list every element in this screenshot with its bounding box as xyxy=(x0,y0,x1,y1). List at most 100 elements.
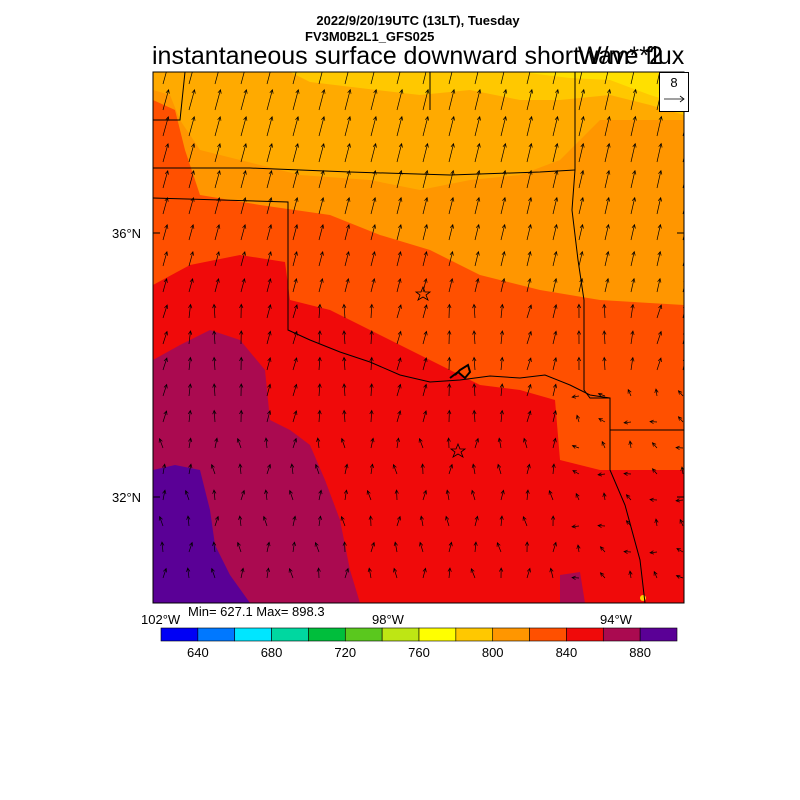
wind-arrow xyxy=(604,169,611,189)
wind-arrow xyxy=(184,489,190,501)
wind-arrow xyxy=(552,356,558,371)
wind-arrow xyxy=(240,169,247,189)
wind-arrow xyxy=(188,143,196,163)
wind-arrow xyxy=(367,567,372,579)
colorbar-label: 880 xyxy=(629,645,651,660)
wind-arrow xyxy=(369,383,374,397)
wind-arrow xyxy=(576,303,582,319)
wind-arrow xyxy=(499,330,505,345)
lat-ticks xyxy=(153,232,684,498)
wind-arrow xyxy=(392,463,398,475)
wind-arrow xyxy=(162,489,167,501)
wind-arrow xyxy=(422,357,428,371)
wind-arrow xyxy=(292,383,298,397)
wind-arrow xyxy=(578,169,585,189)
wind-arrow xyxy=(318,196,325,215)
wind-arrow xyxy=(552,277,558,293)
wind-arrow xyxy=(448,463,453,475)
wind-arrow xyxy=(292,437,298,449)
wind-arrow xyxy=(472,330,477,345)
colorbar-swatch xyxy=(234,627,272,642)
wind-arrow xyxy=(496,541,502,553)
wind-arrow xyxy=(291,541,297,553)
wind-arrow xyxy=(680,466,684,475)
wind-arrow xyxy=(396,196,403,215)
wind-arrow xyxy=(552,88,560,111)
wind-arrow xyxy=(471,489,476,501)
wind-arrow xyxy=(292,196,299,215)
colorbar-swatch xyxy=(308,627,346,642)
wind-arrow xyxy=(214,437,219,449)
wind-arrow xyxy=(552,115,559,137)
colorbar-swatch xyxy=(160,627,199,642)
wind-arrow xyxy=(447,383,452,397)
wind-arrow xyxy=(552,409,557,423)
wind-arrow xyxy=(292,250,298,267)
wind-arrow xyxy=(578,72,583,85)
wind-arrow xyxy=(188,72,193,85)
colorbar-label: 800 xyxy=(481,645,504,660)
colorbar-swatch xyxy=(639,627,678,642)
wind-arrow xyxy=(525,489,530,501)
field-patch-maroon xyxy=(560,572,585,603)
wind-arrow xyxy=(526,304,533,319)
wind-arrow xyxy=(396,250,402,267)
wind-arrow xyxy=(656,115,663,137)
wind-arrow xyxy=(340,515,346,527)
wind-arrow xyxy=(523,437,528,449)
wind-arrow xyxy=(571,394,580,399)
lake-texoma xyxy=(449,363,472,380)
wind-arrow xyxy=(578,196,585,215)
wind-arrow xyxy=(552,196,559,215)
wind-arrow xyxy=(526,115,533,137)
wind-arrow xyxy=(370,437,375,449)
wind-arrow xyxy=(317,330,322,345)
wind-arrow xyxy=(188,197,195,215)
star-marker-dallas xyxy=(449,442,467,458)
wind-arrow xyxy=(575,492,580,501)
wind-arrow xyxy=(630,72,635,85)
wind-arrow xyxy=(214,116,222,137)
wind-arrow xyxy=(578,142,585,163)
wind-arrow xyxy=(188,116,196,137)
wind-arrow xyxy=(395,437,401,449)
wind-arrow xyxy=(318,72,323,85)
wind-arrow xyxy=(419,515,424,527)
wind-arrow xyxy=(422,88,430,111)
wind-arrow xyxy=(526,72,531,85)
wind-arrow xyxy=(162,170,169,189)
wind-arrow xyxy=(212,330,217,345)
wind-arrow xyxy=(471,463,476,475)
wind-arrow xyxy=(292,88,300,111)
wind-arrow xyxy=(526,277,532,293)
wind-arrow xyxy=(500,88,508,111)
wind-arrow xyxy=(571,575,580,580)
wind-arrow xyxy=(317,409,322,423)
wind-arrow xyxy=(552,250,558,267)
wind-arrow xyxy=(240,278,246,293)
wind-arrow xyxy=(679,518,684,527)
wind-arrow xyxy=(552,303,558,319)
wind-arrow xyxy=(604,72,609,85)
wind-arrow xyxy=(526,357,532,371)
wind-arrow xyxy=(266,278,272,293)
wind-arrow xyxy=(472,383,477,397)
wind-arrow xyxy=(682,280,684,293)
wind-arrow xyxy=(656,304,663,319)
wind-arrow xyxy=(651,468,658,475)
colorbar-swatch xyxy=(381,627,420,642)
wind-arrow xyxy=(318,223,325,241)
wind-arrow xyxy=(656,142,663,163)
wind-arrow xyxy=(240,224,247,241)
wind-arrow xyxy=(526,383,532,397)
wind-arrow xyxy=(393,567,398,579)
wind-arrow xyxy=(314,541,320,553)
colorbar-swatch xyxy=(529,627,567,642)
wind-arrow xyxy=(525,541,530,553)
wind-arrow xyxy=(342,541,347,553)
wind-arrow xyxy=(288,489,294,501)
wind-arrow xyxy=(571,444,580,449)
wind-arrow xyxy=(552,72,557,85)
wind-arrow xyxy=(675,445,684,450)
wind-arrow xyxy=(604,277,610,293)
